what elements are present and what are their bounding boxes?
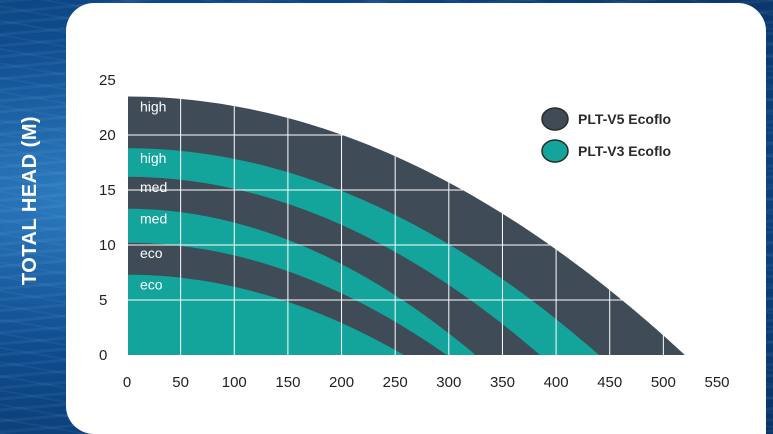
x-tick-label: 550 [704,374,729,391]
x-tick-label: 500 [651,374,676,391]
x-tick-label: 250 [383,374,408,391]
x-tick-label: 300 [436,374,461,391]
y-tick-label: 15 [99,182,116,199]
x-tick-label: 0 [123,374,131,391]
curve-label-high-0: high [140,99,166,115]
legend-swatch [541,107,569,131]
legend-swatch [541,139,569,163]
x-tick-label: 50 [172,374,189,391]
y-tick-label: 10 [99,237,116,254]
curve-label-eco-4: eco [140,245,163,261]
x-tick-label: 400 [544,374,569,391]
y-tick-label: 5 [99,292,107,309]
curve-label-med-3: med [140,211,167,227]
y-tick-label: 20 [99,127,116,144]
legend-label: PLT-V5 Ecoflo [578,111,671,127]
y-tick-label: 0 [99,347,107,364]
x-tick-label: 450 [597,374,622,391]
curve-label-high-1: high [140,150,166,166]
x-tick-label: 150 [275,374,300,391]
y-tick-label: 25 [99,72,116,89]
x-tick-label: 200 [329,374,354,391]
legend-label: PLT-V3 Ecoflo [578,143,671,159]
curve-eco-5 [128,274,404,355]
curve-label-eco-5: eco [140,277,163,293]
x-tick-label: 350 [490,374,515,391]
x-tick-label: 100 [222,374,247,391]
curve-label-med-2: med [140,179,167,195]
